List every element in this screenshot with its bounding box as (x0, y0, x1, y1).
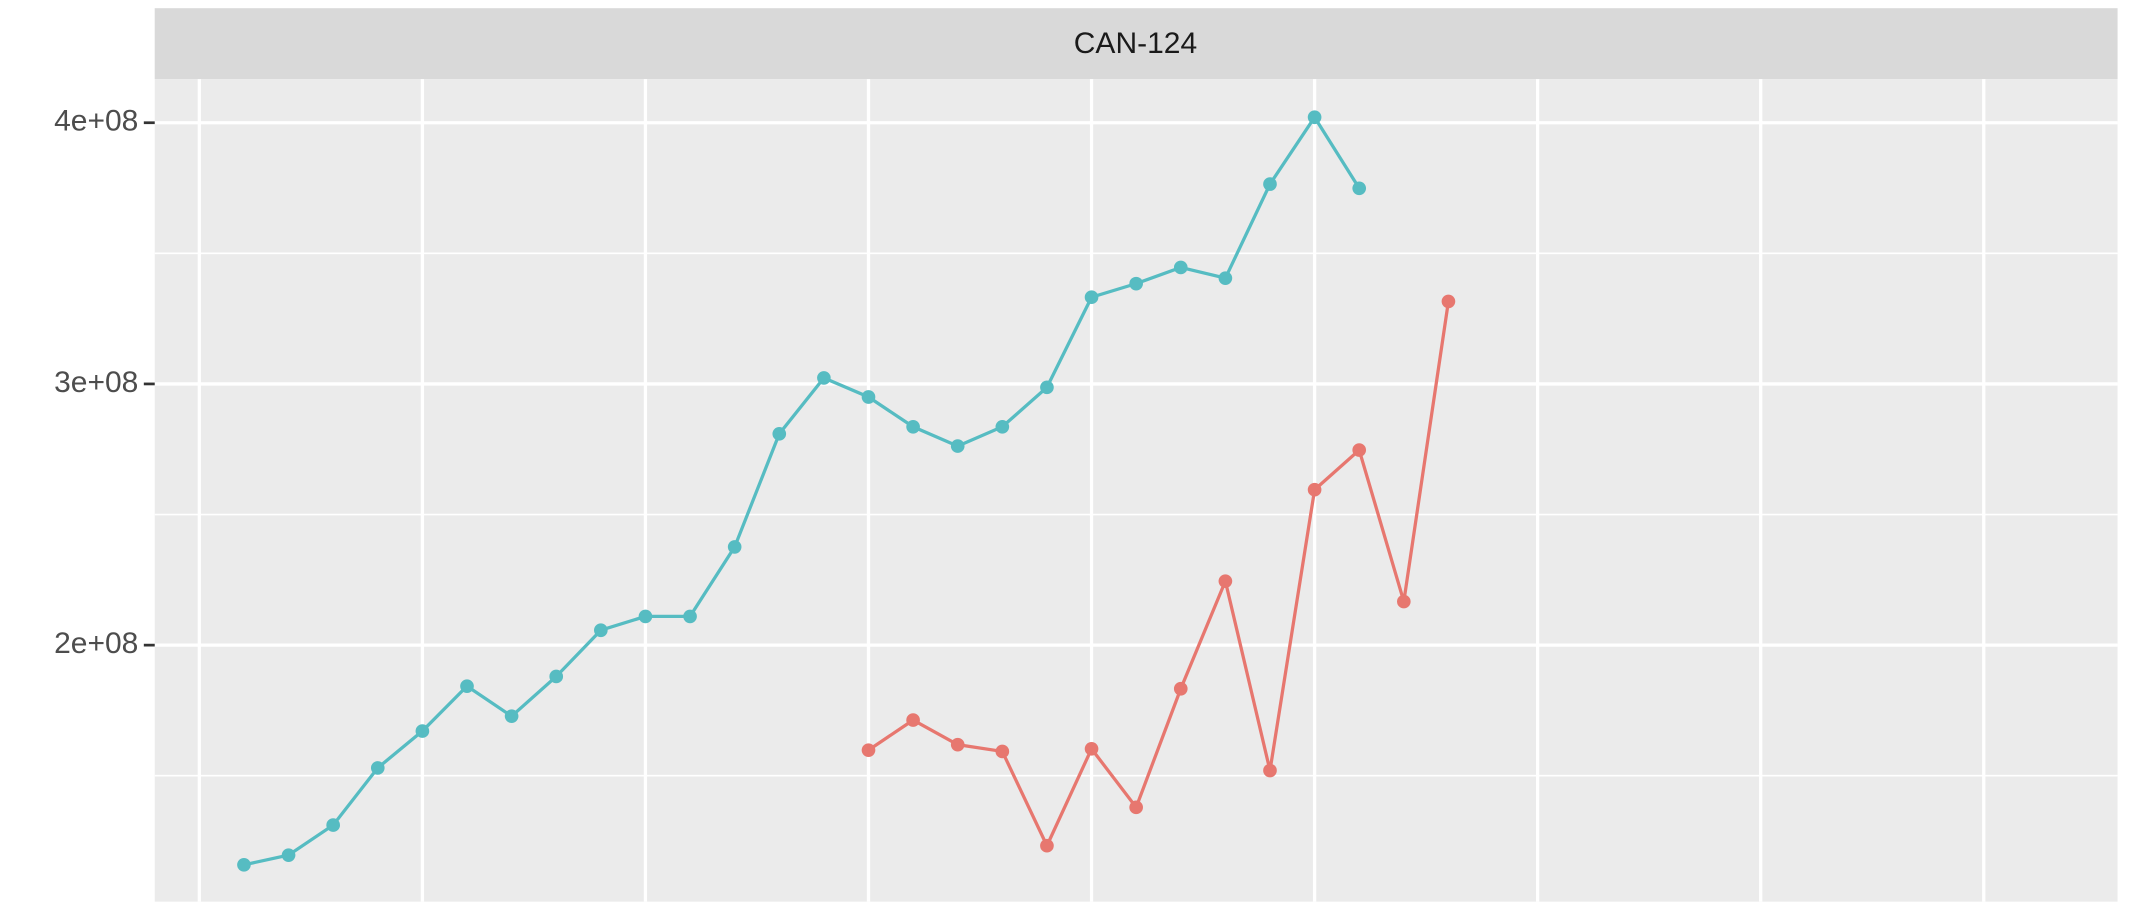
data-point (415, 724, 430, 738)
data-point (549, 669, 564, 684)
data-point (1040, 380, 1054, 395)
data-point (1218, 271, 1233, 285)
data-point (906, 713, 920, 727)
data-point (370, 761, 385, 775)
y-tick-label: 4e+08 (54, 105, 138, 138)
data-point (1441, 294, 1456, 309)
series-line (243, 114, 1361, 867)
data-point (504, 709, 519, 724)
data-point (1084, 290, 1099, 305)
data-point (1084, 742, 1099, 756)
data-point (638, 609, 653, 624)
data-point (594, 623, 608, 638)
data-point (906, 419, 920, 434)
data-point (950, 439, 965, 453)
data-point (326, 818, 340, 832)
data-point (1307, 110, 1322, 125)
data-point (1307, 482, 1322, 497)
data-point (460, 679, 474, 693)
facet-strip (154, 8, 2118, 80)
data-point (1396, 594, 1411, 609)
data-point (1173, 681, 1188, 696)
data-point (1129, 800, 1143, 815)
data-point (995, 419, 1010, 434)
data-point (1352, 181, 1367, 196)
series-line (867, 301, 1451, 850)
data-point (861, 390, 876, 404)
data-point (1040, 838, 1054, 853)
data-point (1263, 177, 1277, 191)
y-tick-label: 3e+08 (54, 366, 138, 399)
data-point (995, 744, 1010, 759)
facet-title: CAN-124 (1074, 27, 1197, 60)
data-point (1173, 260, 1188, 275)
data-point (1129, 276, 1143, 291)
data-point (1352, 443, 1367, 457)
data-point (861, 743, 876, 757)
data-point (281, 848, 296, 862)
data-point (1218, 574, 1233, 588)
data-point (727, 540, 742, 554)
data-point (683, 609, 697, 624)
data-point (817, 371, 831, 385)
data-point (772, 427, 787, 441)
data-point (237, 857, 251, 872)
plot-panel (154, 79, 2118, 902)
data-point (950, 737, 965, 752)
y-tick-label: 2e+08 (54, 627, 138, 660)
data-point (1263, 763, 1277, 778)
